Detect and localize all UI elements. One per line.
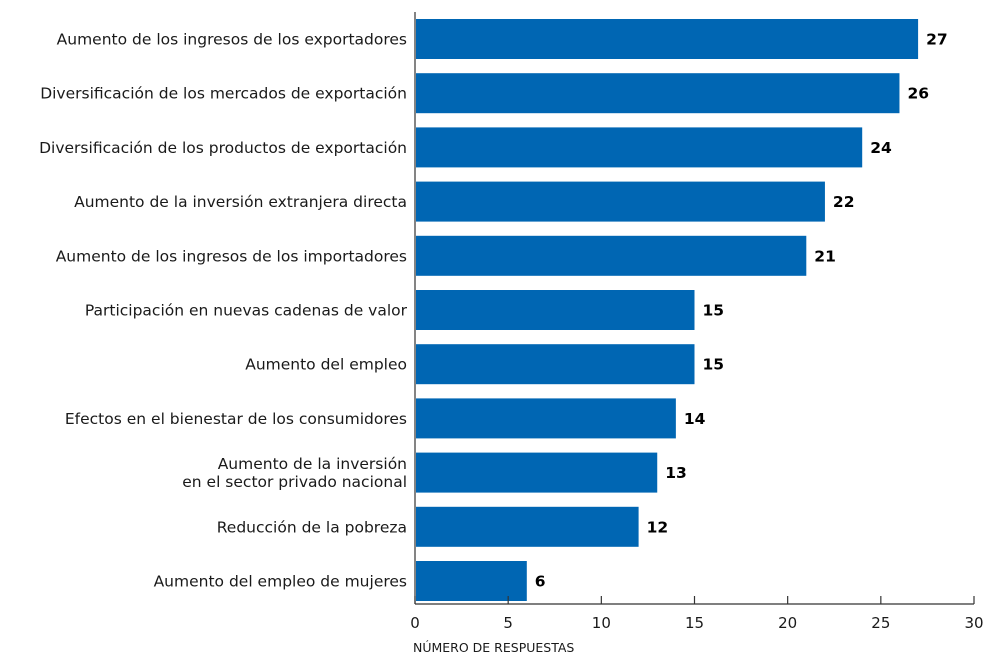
- x-tick-label: 15: [685, 614, 704, 632]
- value-label: 24: [870, 139, 892, 157]
- value-label: 21: [814, 247, 836, 265]
- category-label: Aumento del empleo de mujeres: [154, 573, 407, 591]
- bar: [416, 73, 900, 114]
- bar: [416, 181, 825, 222]
- value-label: 14: [684, 410, 706, 428]
- value-label: 6: [535, 573, 546, 591]
- x-tick-label: 20: [778, 614, 797, 632]
- bar: [416, 344, 695, 385]
- value-label: 27: [926, 31, 948, 49]
- category-label: Aumento de los ingresos de los importado…: [56, 247, 407, 265]
- x-tick-label: 5: [503, 614, 513, 632]
- category-label: Aumento de la inversión: [218, 455, 407, 473]
- bar: [416, 452, 658, 493]
- bar: [416, 127, 863, 168]
- category-label: Aumento de la inversión extranjera direc…: [74, 193, 407, 211]
- bar: [416, 19, 919, 59]
- category-label: Diversificación de los productos de expo…: [39, 139, 407, 157]
- category-label: Participación en nuevas cadenas de valor: [85, 302, 408, 320]
- value-label: 13: [665, 464, 687, 482]
- value-label: 12: [647, 518, 669, 536]
- x-axis: 0 5 10 15 20 25 30: [410, 12, 984, 632]
- category-label: en el sector privado nacional: [182, 473, 407, 491]
- category-label: Efectos en el bienestar de los consumido…: [65, 410, 407, 428]
- x-tick-label: 10: [592, 614, 611, 632]
- category-label: Aumento de los ingresos de los exportado…: [57, 31, 407, 49]
- bar: [416, 235, 807, 276]
- x-tick-label: 30: [964, 614, 983, 632]
- category-label: Diversificación de los mercados de expor…: [40, 85, 407, 103]
- value-label: 26: [907, 85, 929, 103]
- x-axis-title: NÚMERO DE RESPUESTAS: [413, 640, 574, 655]
- value-labels: 27 26 24 22 21 15 15 14 13 12 6: [535, 31, 948, 591]
- bar: [416, 506, 639, 547]
- x-tick-label: 0: [410, 614, 420, 632]
- value-label: 15: [703, 356, 725, 374]
- bar: [416, 290, 695, 330]
- category-label: Aumento del empleo: [245, 356, 407, 374]
- x-tick-label: 25: [871, 614, 890, 632]
- category-label: Reducción de la pobreza: [217, 518, 407, 536]
- value-label: 15: [703, 302, 725, 320]
- category-labels: Aumento de los ingresos de los exportado…: [39, 31, 408, 591]
- bar: [416, 561, 527, 601]
- bar: [416, 398, 676, 439]
- bars: [416, 19, 919, 601]
- value-label: 22: [833, 193, 855, 211]
